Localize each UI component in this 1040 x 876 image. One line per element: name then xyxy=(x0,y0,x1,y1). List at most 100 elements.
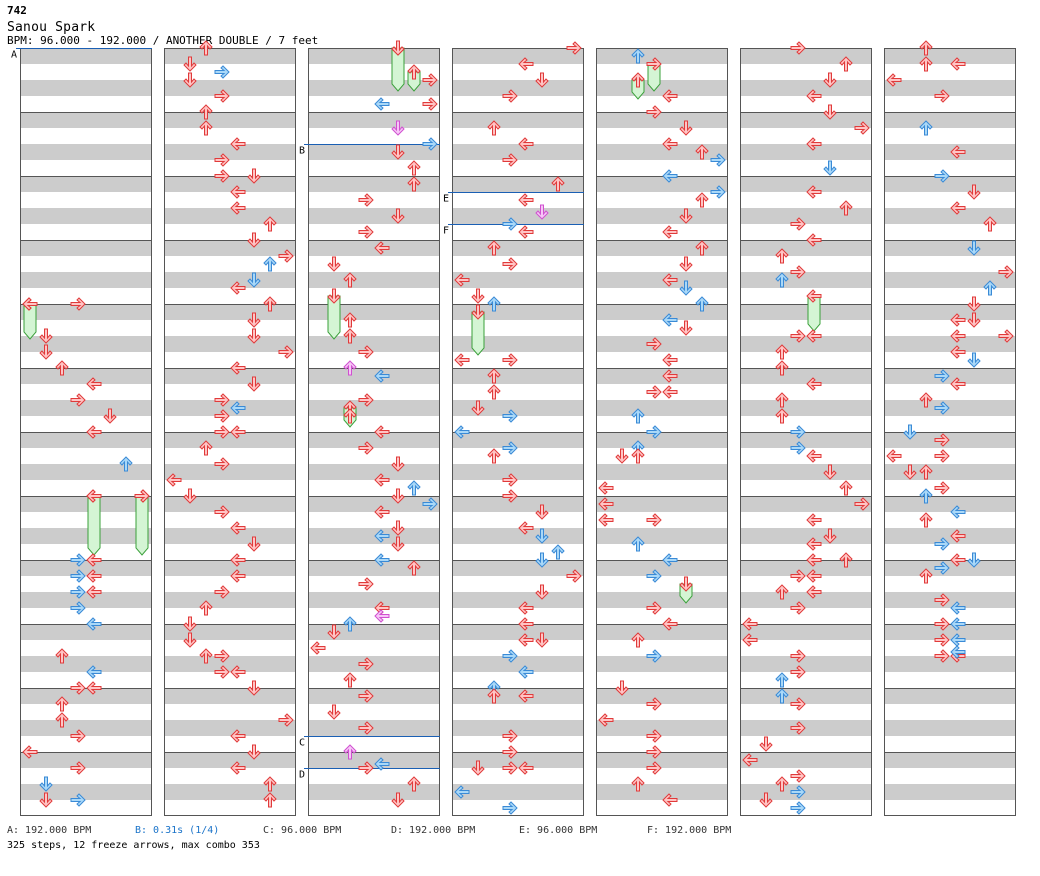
beat-stripe xyxy=(740,624,872,640)
step-arrow xyxy=(886,449,902,463)
beat-stripe xyxy=(452,528,584,544)
step-arrow xyxy=(679,280,693,296)
beat-stripe xyxy=(452,336,584,352)
beat-stripe xyxy=(20,112,152,128)
step-arrow xyxy=(934,433,950,447)
beat-stripe xyxy=(20,400,152,416)
step-arrow xyxy=(535,632,549,648)
beat-stripe xyxy=(596,368,728,384)
beat-stripe xyxy=(452,240,584,256)
step-arrow xyxy=(502,489,518,503)
step-arrow xyxy=(230,665,246,679)
step-arrow xyxy=(391,120,405,136)
beat-stripe xyxy=(596,80,728,96)
bpm-marker-label: A xyxy=(11,50,17,61)
step-arrow xyxy=(695,240,709,256)
chart-summary: 325 steps, 12 freeze arrows, max combo 3… xyxy=(7,840,260,851)
step-arrow xyxy=(535,504,549,520)
beat-stripe xyxy=(164,496,296,512)
step-arrow xyxy=(646,385,662,399)
step-arrow xyxy=(919,464,933,480)
beat-stripe xyxy=(308,240,440,256)
step-arrow xyxy=(710,153,726,167)
beat-stripe xyxy=(308,624,440,640)
step-arrow xyxy=(502,729,518,743)
step-arrow xyxy=(646,337,662,351)
column-border xyxy=(452,48,584,816)
step-arrow xyxy=(358,441,374,455)
step-arrow xyxy=(775,392,789,408)
chart-id: 742 xyxy=(7,4,27,17)
step-arrow xyxy=(967,312,981,328)
step-arrow xyxy=(86,425,102,439)
step-arrow xyxy=(518,761,534,775)
freeze-head-arrow xyxy=(679,576,693,592)
beat-stripe xyxy=(308,752,440,768)
step-arrow xyxy=(518,601,534,615)
beat-stripe xyxy=(452,624,584,640)
step-arrow xyxy=(358,689,374,703)
beat-stripe xyxy=(164,144,296,160)
step-arrow xyxy=(598,513,614,527)
beat-stripe xyxy=(884,400,1016,416)
step-arrow xyxy=(790,601,806,615)
freeze-arrow xyxy=(87,495,101,556)
beat-stripe xyxy=(308,528,440,544)
step-arrow xyxy=(374,425,390,439)
step-arrow xyxy=(70,553,86,567)
beat-stripe xyxy=(884,752,1016,768)
step-arrow xyxy=(70,681,86,695)
step-arrow xyxy=(967,240,981,256)
column-border xyxy=(740,48,872,816)
step-arrow xyxy=(70,585,86,599)
step-arrow xyxy=(806,185,822,199)
beat-stripe xyxy=(884,720,1016,736)
step-arrow xyxy=(646,513,662,527)
step-arrow xyxy=(407,160,421,176)
step-arrow xyxy=(775,688,789,704)
beat-stripe xyxy=(740,112,872,128)
step-arrow xyxy=(535,552,549,568)
step-arrow xyxy=(263,792,277,808)
beat-stripe xyxy=(884,688,1016,704)
step-arrow xyxy=(695,144,709,160)
step-arrow xyxy=(551,176,565,192)
step-arrow xyxy=(70,761,86,775)
step-arrow xyxy=(823,104,837,120)
step-arrow xyxy=(391,536,405,552)
step-arrow xyxy=(967,552,981,568)
beat-stripe xyxy=(740,528,872,544)
step-arrow xyxy=(518,225,534,239)
beat-stripe xyxy=(452,784,584,800)
legend-b: B: 0.31s (1/4) xyxy=(135,825,220,836)
step-arrow xyxy=(950,505,966,519)
beat-stripe xyxy=(596,48,728,64)
step-arrow xyxy=(183,616,197,632)
step-arrow xyxy=(646,761,662,775)
beat-stripe xyxy=(20,48,152,64)
step-arrow xyxy=(790,721,806,735)
step-arrow xyxy=(806,449,822,463)
beat-stripe xyxy=(452,400,584,416)
beat-stripe xyxy=(596,752,728,768)
beat-stripe xyxy=(20,304,152,320)
step-arrow xyxy=(247,272,261,288)
beat-stripe xyxy=(452,464,584,480)
step-arrow xyxy=(39,792,53,808)
beat-stripe xyxy=(164,528,296,544)
step-arrow xyxy=(358,193,374,207)
step-arrow xyxy=(631,632,645,648)
step-arrow xyxy=(662,89,678,103)
beat-stripe xyxy=(164,240,296,256)
step-arrow xyxy=(327,624,341,640)
step-arrow xyxy=(55,696,69,712)
step-arrow xyxy=(214,585,230,599)
step-arrow xyxy=(230,185,246,199)
beat-stripe xyxy=(884,80,1016,96)
step-arrow xyxy=(615,680,629,696)
beat-stripe xyxy=(452,112,584,128)
step-arrow xyxy=(278,249,294,263)
step-arrow xyxy=(934,561,950,575)
step-arrow xyxy=(374,553,390,567)
